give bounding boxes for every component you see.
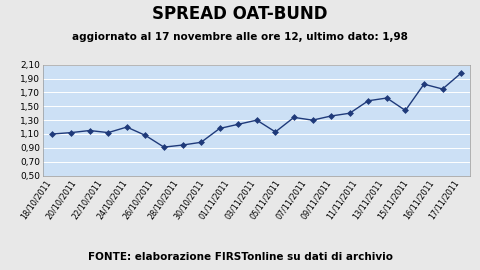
- Text: FONTE: elaborazione FIRSTonline su dati di archivio: FONTE: elaborazione FIRSTonline su dati …: [87, 252, 393, 262]
- Text: aggiornato al 17 novembre alle ore 12, ultimo dato: 1,98: aggiornato al 17 novembre alle ore 12, u…: [72, 32, 408, 42]
- Text: SPREAD OAT-BUND: SPREAD OAT-BUND: [152, 5, 328, 23]
